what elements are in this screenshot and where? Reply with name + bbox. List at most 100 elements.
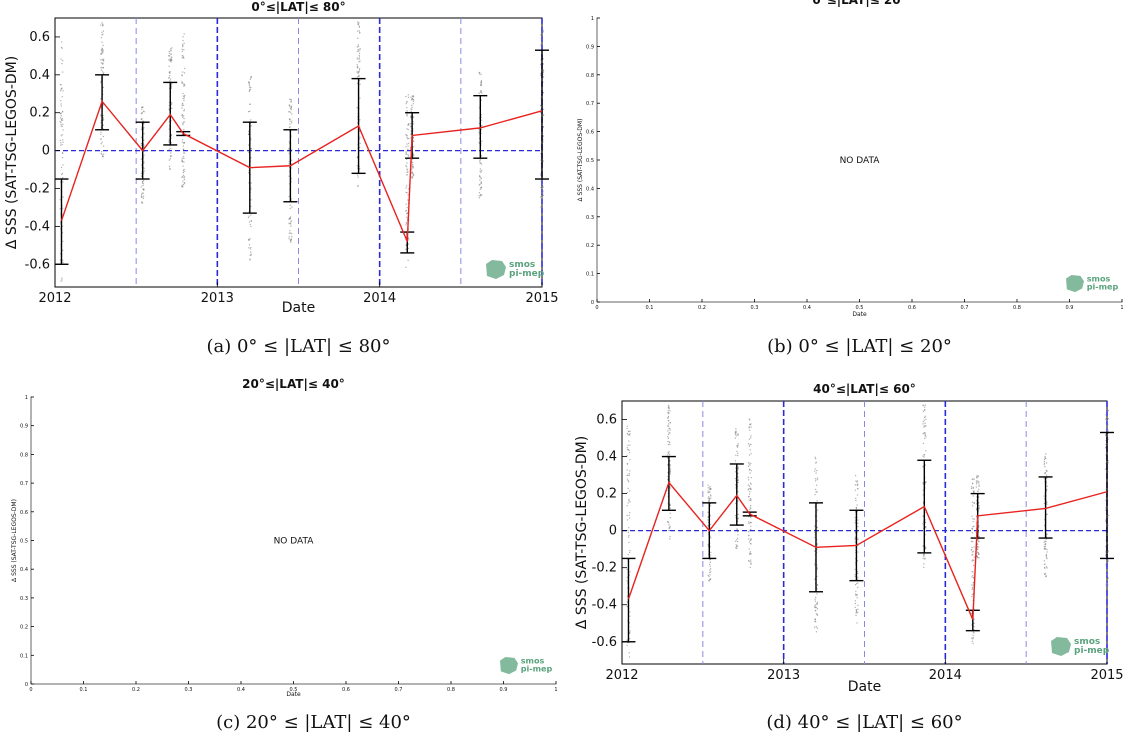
scatter-point <box>479 91 481 93</box>
logo-line2: pi-mep <box>1074 646 1110 656</box>
scatter-point <box>923 566 925 569</box>
scatter-point <box>856 570 859 573</box>
scatter-point <box>60 112 62 114</box>
scatter-point <box>61 173 63 176</box>
scatter-point <box>972 495 974 497</box>
y-tick-label: 0.4 <box>596 450 617 465</box>
scatter-point <box>143 122 145 124</box>
scatter-point <box>356 165 358 167</box>
scatter-point <box>405 248 407 250</box>
scatter-point <box>101 47 103 49</box>
scatter-point <box>480 73 482 76</box>
scatter-point <box>358 56 360 58</box>
scatter-point <box>410 125 412 127</box>
scatter-point <box>667 423 670 425</box>
scatter-point <box>406 128 408 130</box>
x-tick-label: 1 <box>554 687 557 693</box>
scatter-point <box>667 404 670 407</box>
scatter-point <box>288 141 290 143</box>
scatter-point <box>412 95 414 97</box>
scatter-point <box>1105 434 1107 436</box>
scatter-point <box>411 167 414 169</box>
scatter-point <box>480 142 482 145</box>
scatter-point <box>1105 414 1107 416</box>
scatter-point <box>290 105 292 107</box>
scatter-point <box>1045 575 1047 577</box>
scatter-point <box>289 204 291 206</box>
scatter-point <box>143 127 145 129</box>
scatter-point <box>411 98 413 100</box>
scatter-point <box>410 137 412 139</box>
x-tick-label: 0.5 <box>290 687 298 693</box>
scatter-point <box>181 48 183 50</box>
scatter-point <box>855 508 858 510</box>
scatter-point <box>542 74 544 76</box>
logo-line1: smos <box>509 260 535 270</box>
error-bar <box>621 557 636 643</box>
error-bar <box>535 49 549 180</box>
scatter-point <box>669 504 671 506</box>
scatter-point <box>973 490 975 492</box>
scatter-point <box>1107 514 1110 516</box>
scatter-point <box>181 141 183 143</box>
scatter-point <box>142 184 144 187</box>
scatter-point <box>735 467 737 469</box>
scatter-point <box>626 427 628 430</box>
scatter-point <box>478 195 480 197</box>
scatter-point <box>973 525 975 527</box>
scatter-point <box>736 528 738 530</box>
y-tick-label: 0.6 <box>20 510 28 516</box>
scatter-point <box>170 48 172 50</box>
scatter-point <box>289 232 292 234</box>
scatter-point <box>141 122 143 124</box>
scatter-point <box>359 80 361 82</box>
scatter-point <box>710 551 712 554</box>
x-tick-label: 2015 <box>1090 668 1123 683</box>
scatter-point <box>1043 495 1045 497</box>
scatter-point <box>289 111 292 113</box>
scatter-point <box>542 91 545 94</box>
scatter-point <box>410 126 412 128</box>
scatter-point <box>626 568 628 571</box>
scatter-point <box>480 89 482 92</box>
scatter-point <box>749 539 751 541</box>
scatter-point <box>629 631 631 634</box>
scatter-point <box>627 444 629 446</box>
scatter-point <box>406 136 408 138</box>
scatter-point <box>972 582 974 584</box>
scatter-point <box>542 77 544 79</box>
x-tick-label: 2015 <box>525 291 558 306</box>
scatter-point <box>183 168 185 170</box>
scatter-point <box>708 501 710 503</box>
scatter-point <box>249 248 251 250</box>
scatter-point <box>359 136 361 138</box>
scatter-point <box>143 144 145 146</box>
scatter-point <box>977 475 979 477</box>
scatter-point <box>181 81 183 83</box>
scatter-point <box>411 106 413 109</box>
scatter-point <box>540 173 542 175</box>
scatter-point <box>182 165 184 167</box>
scatter-point <box>542 81 544 83</box>
scatter-point <box>410 96 412 98</box>
scatter-point <box>734 433 736 435</box>
scatter-point <box>973 625 975 627</box>
scatter-point <box>857 483 859 485</box>
scatter-point <box>168 159 170 161</box>
scatter-point <box>100 80 102 82</box>
scatter-point <box>922 423 924 425</box>
scatter-point <box>857 488 859 490</box>
scatter-point <box>628 656 631 658</box>
scatter-point <box>816 543 818 545</box>
scatter-point <box>288 236 290 238</box>
scatter-point <box>140 128 143 130</box>
y-axis-label: Δ SSS (SAT-TSG-LEGOS-DM) <box>4 56 20 249</box>
scatter-point <box>540 74 542 77</box>
scatter-point <box>411 163 414 165</box>
scatter-point <box>924 481 926 483</box>
scatter-point <box>479 183 481 186</box>
scatter-point <box>412 137 414 139</box>
x-tick-label: 2014 <box>363 291 396 306</box>
scatter-point <box>250 182 252 184</box>
scatter-point <box>478 128 480 130</box>
